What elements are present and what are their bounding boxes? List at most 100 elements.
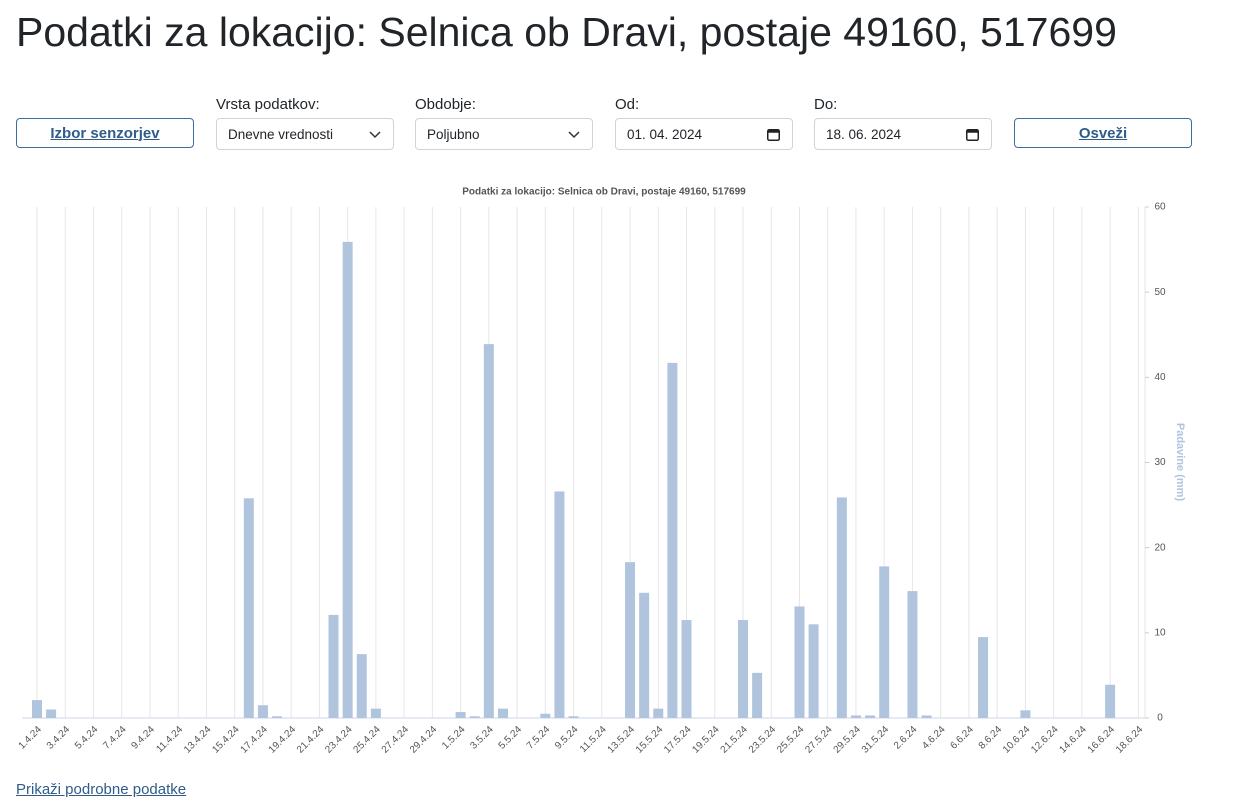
- x-tick-label: 29.4.24: [408, 724, 440, 756]
- bar: [808, 624, 819, 718]
- bar: [540, 713, 551, 718]
- x-tick-label: 27.4.24: [380, 724, 412, 756]
- bar: [257, 705, 268, 718]
- to-date-input[interactable]: 18. 06. 2024: [814, 118, 992, 150]
- x-tick-label: 15.5.24: [634, 724, 666, 756]
- x-tick-label: 13.4.24: [182, 724, 214, 756]
- from-date-input[interactable]: 01. 04. 2024: [615, 118, 793, 150]
- chevron-icon: [369, 131, 381, 139]
- x-tick-label: 9.4.24: [130, 724, 158, 752]
- y-tick-label: 0: [1157, 713, 1163, 724]
- x-tick-label: 7.4.24: [101, 724, 129, 752]
- bar: [32, 700, 42, 718]
- bar: [483, 344, 494, 718]
- x-tick-label: 2.6.24: [892, 724, 920, 752]
- bar: [653, 708, 664, 718]
- bar: [243, 498, 254, 718]
- x-tick-label: 10.6.24: [1001, 724, 1033, 756]
- x-tick-label: 25.4.24: [351, 724, 383, 756]
- x-tick-label: 11.4.24: [154, 724, 185, 755]
- period-select[interactable]: Poljubno: [415, 118, 593, 150]
- x-tick-label: 9.5.24: [553, 724, 581, 752]
- x-tick-label: 19.4.24: [267, 724, 299, 756]
- x-tick-label: 11.5.24: [578, 724, 609, 755]
- y-tick-label: 50: [1154, 287, 1166, 298]
- bar: [342, 241, 353, 718]
- date-value: 01. 04. 2024: [627, 126, 703, 142]
- x-tick-label: 12.6.24: [1029, 724, 1061, 756]
- y-tick-label: 30: [1154, 457, 1166, 468]
- x-tick-label: 3.4.24: [45, 724, 73, 752]
- bar: [794, 606, 805, 718]
- date-value: 18. 06. 2024: [826, 126, 902, 142]
- field-label: Obdobje:: [415, 96, 476, 113]
- x-tick-label: 21.4.24: [295, 724, 327, 756]
- page-title: Podatki za lokacijo: Selnica ob Dravi, p…: [16, 9, 1117, 55]
- refresh-button[interactable]: Osveži: [1014, 118, 1192, 148]
- x-tick-label: 16.6.24: [1086, 724, 1118, 756]
- y-tick-label: 20: [1154, 542, 1166, 553]
- x-tick-label: 23.4.24: [323, 724, 355, 756]
- bar: [836, 497, 847, 718]
- x-tick-label: 31.5.24: [860, 724, 892, 756]
- bar: [46, 709, 57, 718]
- bar: [469, 716, 480, 718]
- y-axis-title: Padavine (mm): [1174, 423, 1186, 502]
- select-value: Dnevne vrednosti: [228, 126, 334, 142]
- field-label: Vrsta podatkov:: [216, 96, 320, 113]
- details-link[interactable]: Prikaži podrobne podatke: [16, 781, 187, 798]
- sensor-button[interactable]: Izbor senzorjev: [16, 118, 194, 148]
- x-tick-label: 27.5.24: [803, 724, 835, 756]
- x-tick-label: 5.5.24: [497, 724, 525, 752]
- bar: [1105, 684, 1116, 718]
- bar: [978, 637, 989, 718]
- bar: [568, 716, 579, 718]
- bar: [681, 620, 692, 718]
- x-tick-label: 17.5.24: [662, 724, 694, 756]
- bar: [554, 491, 565, 718]
- select-value: Poljubno: [427, 126, 480, 142]
- x-tick-label: 23.5.24: [747, 724, 779, 756]
- bar: [272, 716, 283, 718]
- data-type-select[interactable]: Dnevne vrednosti: [216, 118, 394, 150]
- bar: [865, 715, 876, 718]
- field-label: Do:: [814, 96, 838, 113]
- x-tick-label: 18.6.24: [1114, 724, 1146, 756]
- chart-title: Podatki za lokacijo: Selnica ob Dravi, p…: [462, 187, 746, 198]
- bar: [907, 591, 918, 718]
- bar: [752, 672, 763, 718]
- bar: [921, 715, 932, 718]
- x-tick-label: 1.5.24: [440, 724, 468, 752]
- bar: [328, 614, 339, 718]
- calendar-icon: [767, 129, 780, 141]
- x-tick-label: 13.5.24: [606, 724, 638, 756]
- x-tick-label: 6.6.24: [948, 724, 976, 752]
- bar: [497, 708, 508, 718]
- calendar-icon: [966, 129, 979, 141]
- x-tick-label: 4.6.24: [920, 724, 948, 752]
- x-tick-label: 15.4.24: [210, 724, 242, 756]
- y-tick-label: 40: [1154, 372, 1166, 383]
- bar: [667, 362, 678, 718]
- bar: [356, 654, 367, 718]
- y-tick-label: 10: [1154, 627, 1166, 638]
- x-tick-label: 14.6.24: [1057, 724, 1089, 756]
- chart: Podatki za lokacijo: Selnica ob Dravi, p…: [17, 187, 1187, 756]
- bar: [738, 620, 748, 718]
- chevron-icon: [568, 131, 580, 139]
- y-tick-label: 60: [1154, 202, 1166, 213]
- x-tick-label: 19.5.24: [690, 724, 722, 756]
- x-tick-label: 17.4.24: [239, 724, 271, 756]
- bar: [850, 715, 861, 718]
- x-tick-label: 29.5.24: [832, 724, 864, 756]
- x-tick-label: 7.5.24: [525, 724, 553, 752]
- bar: [1020, 710, 1031, 718]
- bar: [639, 592, 650, 718]
- bar: [455, 712, 466, 718]
- x-tick-label: 21.5.24: [719, 724, 751, 756]
- bar: [879, 566, 890, 718]
- x-tick-label: 3.5.24: [468, 724, 496, 752]
- bar: [625, 562, 636, 718]
- field-label: Od:: [615, 96, 640, 113]
